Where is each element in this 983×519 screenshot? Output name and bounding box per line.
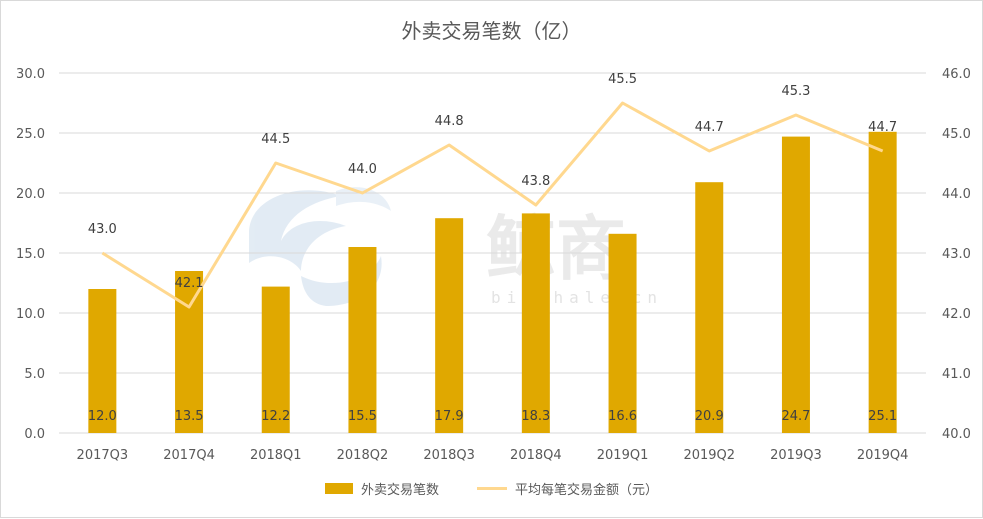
line-data-label: 45.3 xyxy=(781,84,810,99)
bar[interactable] xyxy=(868,131,897,434)
bar-data-label: 15.5 xyxy=(348,409,377,424)
watermark-subtext: bizwhale.cn xyxy=(491,288,663,307)
y-left-tick-label: 20.0 xyxy=(16,187,45,202)
y-left-tick-label: 0.0 xyxy=(24,427,45,442)
bar[interactable] xyxy=(175,271,204,433)
bar-data-label: 13.5 xyxy=(175,409,204,424)
bar[interactable] xyxy=(608,233,637,433)
legend: 外卖交易笔数 平均每笔交易金额（元） xyxy=(1,479,982,498)
bar-data-label: 17.9 xyxy=(435,409,464,424)
y-right-tick-label: 44.0 xyxy=(942,187,971,202)
bar-data-label: 25.1 xyxy=(868,409,897,424)
bar[interactable] xyxy=(521,213,550,433)
bar[interactable] xyxy=(261,286,290,433)
y-right-tick-label: 40.0 xyxy=(942,427,971,442)
x-tick-label: 2018Q2 xyxy=(337,448,389,463)
y-left-tick-label: 15.0 xyxy=(16,247,45,262)
x-tick-label: 2018Q1 xyxy=(250,448,302,463)
line-data-label: 43.8 xyxy=(521,174,550,189)
bar-data-label: 18.3 xyxy=(521,409,550,424)
line-data-label: 45.5 xyxy=(608,72,637,87)
y-left-tick-label: 30.0 xyxy=(16,67,45,82)
y-left-tick-label: 25.0 xyxy=(16,127,45,142)
chart-title: 外卖交易笔数（亿） xyxy=(401,19,582,43)
watermark-text: 鲸商 xyxy=(486,208,626,290)
bar[interactable] xyxy=(88,289,117,433)
x-tick-label: 2019Q3 xyxy=(770,448,822,463)
x-tick-label: 2019Q1 xyxy=(597,448,649,463)
legend-item-bars[interactable]: 外卖交易笔数 xyxy=(324,479,439,498)
line-series[interactable] xyxy=(101,101,884,309)
line-data-label: 44.7 xyxy=(695,120,724,135)
bar[interactable] xyxy=(781,136,810,433)
y-right-tick-label: 42.0 xyxy=(942,307,971,322)
legend-swatch-bar xyxy=(324,483,353,494)
line-data-label: 42.1 xyxy=(175,276,204,291)
legend-label-line: 平均每笔交易金额（元） xyxy=(515,483,659,498)
line-data-label: 44.5 xyxy=(261,132,290,147)
bar-data-label: 24.7 xyxy=(781,409,810,424)
bar-data-label: 20.9 xyxy=(695,409,724,424)
bar-data-label: 12.0 xyxy=(88,409,117,424)
x-tick-label: 2018Q4 xyxy=(510,448,562,463)
y-right-tick-label: 46.0 xyxy=(942,67,971,82)
y-left-tick-label: 10.0 xyxy=(16,307,45,322)
line-data-label: 44.8 xyxy=(435,114,464,129)
line-data-label: 43.0 xyxy=(88,222,117,237)
bar[interactable] xyxy=(348,247,377,433)
y-right-tick-label: 41.0 xyxy=(942,367,971,382)
y-left-tick-label: 5.0 xyxy=(24,367,45,382)
legend-label-bars: 外卖交易笔数 xyxy=(360,483,439,498)
legend-item-line[interactable]: 平均每笔交易金额（元） xyxy=(477,479,658,498)
bar-data-label: 16.6 xyxy=(608,409,637,424)
bar[interactable] xyxy=(695,182,724,433)
x-tick-label: 2017Q3 xyxy=(77,448,129,463)
line-data-label: 44.7 xyxy=(868,120,897,135)
y-right-tick-label: 45.0 xyxy=(942,127,971,142)
x-tick-label: 2019Q2 xyxy=(683,448,735,463)
x-tick-label: 2019Q4 xyxy=(857,448,909,463)
x-tick-label: 2017Q4 xyxy=(163,448,215,463)
bar[interactable] xyxy=(435,218,464,433)
legend-swatch-line xyxy=(477,487,507,490)
bar-data-label: 12.2 xyxy=(261,409,290,424)
y-right-tick-label: 43.0 xyxy=(942,247,971,262)
line-data-label: 44.0 xyxy=(348,162,377,177)
x-tick-label: 2018Q3 xyxy=(423,448,475,463)
